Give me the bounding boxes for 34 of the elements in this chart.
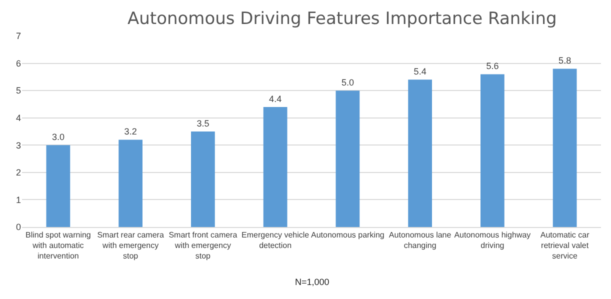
bar bbox=[191, 132, 215, 227]
bar bbox=[408, 80, 432, 227]
data-label: 4.4 bbox=[269, 94, 282, 104]
data-label: 3.5 bbox=[196, 118, 210, 128]
text: N=1,000 bbox=[295, 277, 330, 287]
y-tick-label: 2 bbox=[16, 168, 21, 178]
bar bbox=[336, 90, 360, 227]
chart-title: Autonomous Driving Features Importance Ranking bbox=[128, 8, 557, 29]
data-label: 5.8 bbox=[558, 56, 572, 66]
data-label: 5.0 bbox=[341, 78, 354, 88]
bar bbox=[480, 74, 504, 227]
bar bbox=[118, 140, 142, 227]
data-label: 3.0 bbox=[52, 132, 64, 142]
x-tick-label: Emergency vehicle detection bbox=[242, 230, 310, 250]
data-label: 5.4 bbox=[414, 66, 426, 77]
x-tick-label: Automatic car retrieval valet service bbox=[540, 230, 590, 260]
x-tick-label: Autonomous highway driving bbox=[454, 230, 531, 250]
y-tick-label: 0 bbox=[16, 222, 21, 232]
x-tick-label: Blind spot warning with automatic intervention bbox=[26, 230, 91, 260]
x-tick-label: Smart front camera with emergency stop bbox=[168, 230, 238, 260]
y-tick-label: 7 bbox=[16, 31, 21, 42]
data-label: 3.2 bbox=[124, 126, 137, 137]
bar bbox=[46, 145, 70, 227]
y-tick-label: 3 bbox=[16, 140, 21, 150]
y-tick-label: 4 bbox=[16, 113, 21, 124]
bar bbox=[263, 106, 288, 227]
y-tick-label: 1 bbox=[16, 194, 21, 205]
x-tick-label: Smart rear camera with emergency stop bbox=[97, 230, 164, 260]
y-tick-label: 6 bbox=[16, 58, 21, 68]
bar bbox=[552, 68, 577, 227]
y-tick-label: 5 bbox=[16, 86, 21, 96]
x-tick-label: Autonomous lane changing bbox=[388, 230, 452, 250]
x-tick-label: Autonomous parking bbox=[310, 230, 384, 240]
data-label: 5.6 bbox=[486, 61, 499, 72]
